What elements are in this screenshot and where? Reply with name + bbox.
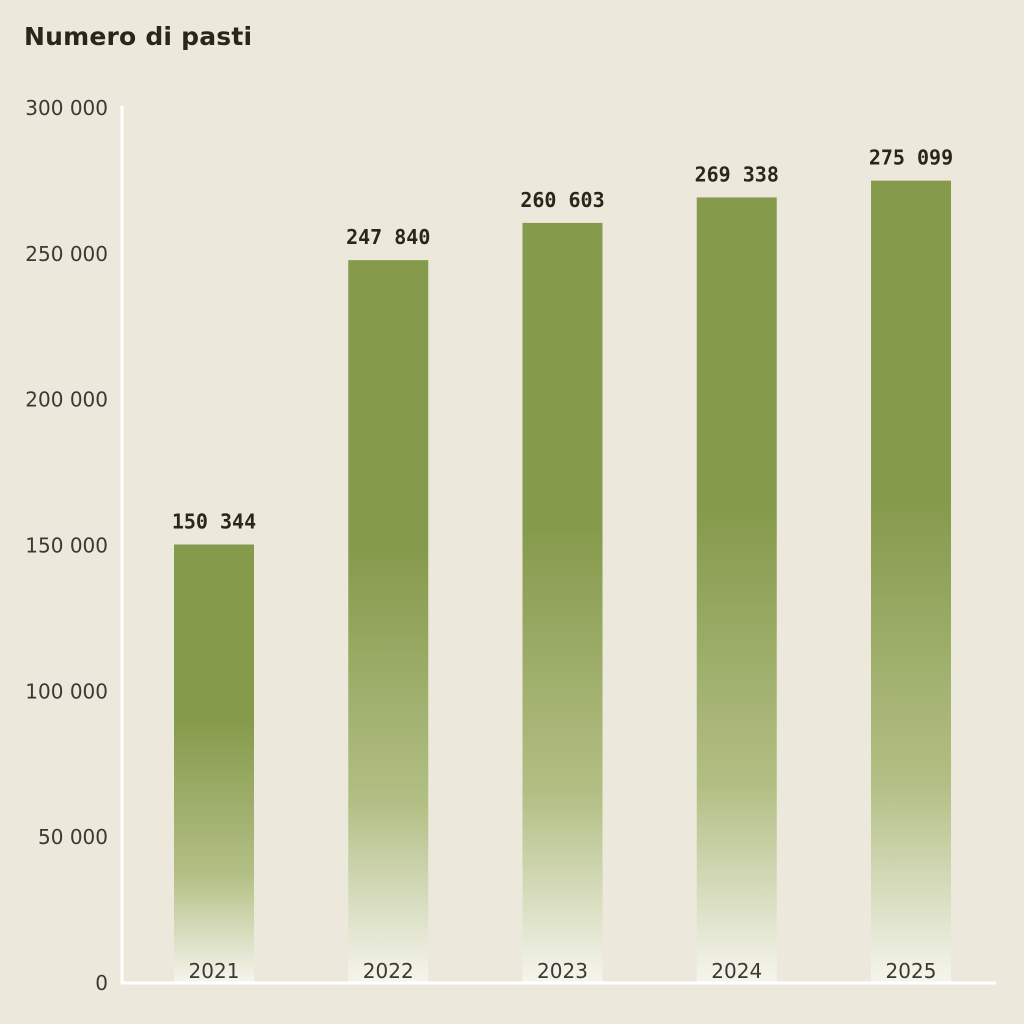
bar-2021: [174, 544, 254, 983]
y-tick-label: 50 000: [38, 825, 108, 849]
x-tick-label-2021: 2021: [189, 959, 240, 983]
bar-2023: [522, 222, 603, 984]
y-tick-label: 100 000: [25, 679, 108, 703]
x-tick-label-2023: 2023: [537, 959, 588, 983]
bars: [174, 180, 951, 984]
data-label-2025: 275 099: [869, 146, 953, 170]
y-axis-ticks: 0 50 000 100 000 150 000 200 000 250 000 300 0…: [25, 96, 108, 995]
bar-2025: [871, 180, 951, 983]
y-tick-label: 200 000: [25, 388, 108, 412]
chart-title: Numero di pasti: [24, 22, 253, 51]
y-tick-label: 0: [95, 971, 108, 995]
value-labels: 150 344 247 840 260 603 269 338 275 099: [172, 146, 953, 534]
y-tick-label: 150 000: [25, 534, 108, 558]
x-tick-label-2022: 2022: [363, 959, 414, 983]
data-label-2022: 247 840: [346, 225, 430, 249]
data-label-2024: 269 338: [695, 162, 779, 186]
x-tick-label-2024: 2024: [711, 959, 762, 983]
y-tick-label: 300 000: [25, 96, 108, 120]
data-label-2023: 260 603: [520, 188, 604, 212]
bar-2024: [696, 197, 777, 983]
bar-2022: [348, 260, 429, 984]
axes: [120, 106, 996, 985]
data-label-2021: 150 344: [172, 509, 256, 533]
x-tick-label-2025: 2025: [886, 959, 937, 983]
category-labels: 2021 2022 2023 2024 2025: [189, 959, 937, 983]
y-tick-label: 250 000: [25, 242, 108, 266]
